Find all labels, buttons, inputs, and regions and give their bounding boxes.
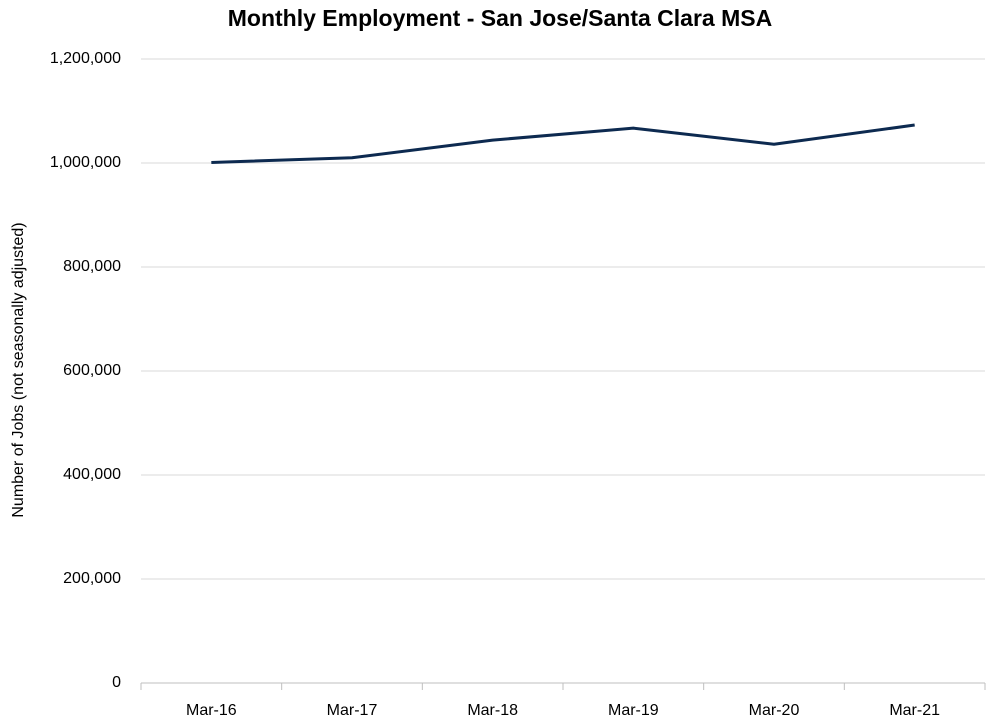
y-tick-label: 800,000 — [63, 258, 121, 275]
y-tick-label: 200,000 — [63, 570, 121, 587]
y-tick-label: 0 — [112, 674, 121, 691]
x-tick-label: Mar-21 — [889, 702, 940, 719]
x-tick-label: Mar-20 — [749, 702, 800, 719]
chart-title: Monthly Employment - San Jose/Santa Clar… — [228, 5, 772, 31]
y-tick-label: 1,000,000 — [50, 154, 121, 171]
x-tick-label: Mar-16 — [186, 702, 237, 719]
x-tick-label: Mar-17 — [327, 702, 378, 719]
x-tick-label: Mar-19 — [608, 702, 659, 719]
y-tick-label: 400,000 — [63, 466, 121, 483]
y-tick-label: 600,000 — [63, 362, 121, 379]
series-line — [211, 123, 915, 164]
y-tick-label: 1,200,000 — [50, 50, 121, 67]
x-tick-label: Mar-18 — [467, 702, 518, 719]
y-axis-label: Number of Jobs (not seasonally adjusted) — [10, 222, 27, 517]
